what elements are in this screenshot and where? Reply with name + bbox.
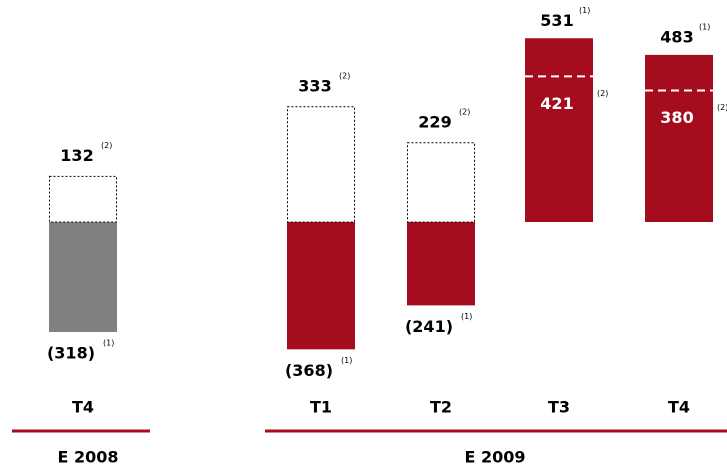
dashed-bar [407,142,475,223]
value-label: 132 [60,146,93,165]
note: (2) [101,141,112,150]
note: (1) [341,356,352,365]
dashed-bar [49,175,117,223]
value-label: (241) [405,317,453,336]
value-label: 229 [418,112,451,131]
note: (1) [699,22,710,31]
value-label: 483 [660,27,693,46]
note: (1) [579,6,590,15]
value-label: (368) [285,361,333,380]
x-tick-label: T3 [548,398,570,417]
note: (2) [339,71,350,80]
note: (1) [103,339,114,348]
x-tick-label: T4 [72,398,94,417]
bar [407,222,475,306]
value-label: 421 [540,94,573,113]
note: (2) [717,103,727,112]
value-label: 531 [540,11,573,30]
note: (1) [461,312,472,321]
x-tick-label: T2 [430,398,452,417]
value-label: (318) [47,344,95,363]
x-tick-label: T4 [668,398,690,417]
group-label: E 2008 [57,448,118,467]
note: (2) [459,107,470,116]
note: (2) [597,89,608,98]
bar [287,222,355,350]
value-label: 380 [660,108,693,127]
x-tick-label: T1 [310,398,332,417]
bar [49,222,117,333]
dashed-bar [287,106,355,223]
bar [645,54,713,222]
bar [525,38,593,222]
group-label: E 2009 [464,448,525,467]
value-label: 333 [298,76,331,95]
